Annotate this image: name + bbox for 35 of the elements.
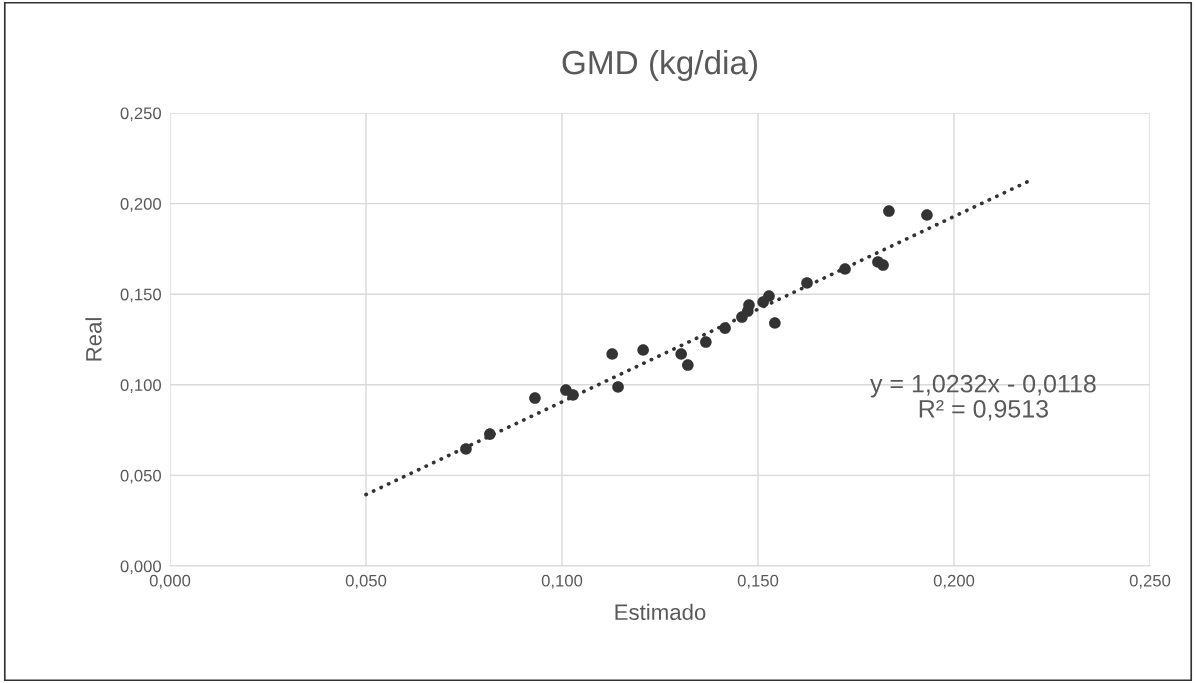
- point: [883, 205, 895, 217]
- x-tick-label: 0,050: [345, 574, 387, 589]
- point: [675, 348, 687, 360]
- point: [921, 209, 933, 221]
- point: [839, 263, 851, 275]
- y-tick-label: 0,150: [120, 288, 162, 303]
- point: [719, 322, 731, 334]
- point: [877, 259, 889, 271]
- point: [606, 348, 618, 360]
- x-tick-label: 0,200: [933, 574, 975, 589]
- point: [769, 317, 781, 329]
- point: [763, 290, 775, 302]
- point: [612, 381, 624, 393]
- point: [743, 299, 755, 311]
- point: [801, 277, 813, 289]
- y-tick-label: 0,050: [120, 469, 162, 484]
- x-tick-label: 0,150: [737, 574, 779, 589]
- y-tick-label: 0,250: [120, 107, 162, 122]
- chart-title: GMD (kg/dia): [562, 49, 758, 82]
- x-axis-title: Estimado: [615, 603, 706, 621]
- x-tick-label: 0,000: [149, 574, 191, 589]
- x-tick-label: 0,250: [1129, 574, 1171, 589]
- point: [484, 428, 496, 440]
- y-tick-label: 0,100: [120, 379, 162, 393]
- point: [460, 443, 472, 455]
- point: [637, 344, 649, 356]
- annotation: y = 1,0232x - 0,0118 R² = 0,9513: [870, 374, 1096, 421]
- point: [682, 359, 694, 371]
- x-tick-label: 0,100: [541, 574, 583, 589]
- y-tick-label: 0,200: [120, 198, 162, 212]
- y-axis-title: Real: [85, 318, 102, 361]
- y-tick-label: 0,000: [120, 560, 162, 575]
- point: [567, 389, 579, 401]
- point: [529, 392, 541, 404]
- point: [700, 336, 712, 348]
